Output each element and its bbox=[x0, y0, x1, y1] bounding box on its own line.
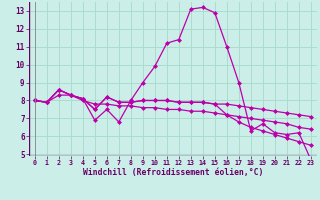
X-axis label: Windchill (Refroidissement éolien,°C): Windchill (Refroidissement éolien,°C) bbox=[83, 168, 263, 177]
